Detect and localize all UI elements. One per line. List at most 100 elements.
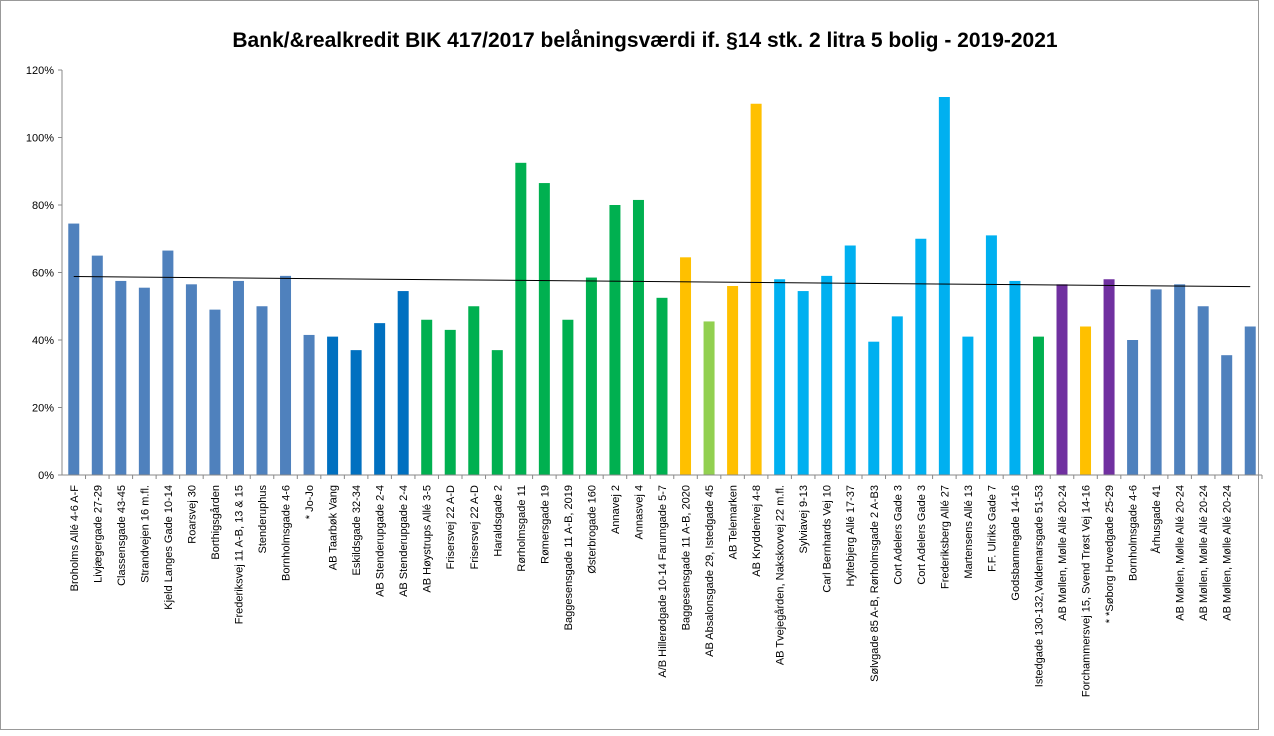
y-tick-label: 120% (26, 65, 54, 77)
x-tick-label: AB Møllen, Mølle Allé 20-24 (1222, 485, 1234, 621)
bar (515, 162, 527, 475)
bar (585, 277, 597, 475)
x-tick-label: Livjægergade 27-29 (92, 485, 104, 583)
bar (609, 205, 621, 475)
x-tick-label: Frisersvej 22 A-D (469, 485, 481, 569)
bar (1150, 289, 1162, 475)
x-tick-label: AB Taarbøk Vang (328, 485, 340, 570)
x-tick-label: AB Krydderivej 4-8 (751, 485, 763, 577)
x-tick-label: Borthigsgården (210, 485, 222, 560)
bar (444, 329, 456, 475)
bar (962, 336, 974, 475)
x-tick-label: Classensgade 43-45 (116, 485, 128, 586)
x-tick-label: Broholms Allé 4-6 A-F (69, 485, 81, 592)
bar (915, 238, 927, 475)
bar (374, 323, 386, 475)
x-tick-label: * Jo-Jo (304, 485, 316, 519)
bar (91, 255, 103, 475)
x-tick-label: Frederiksberg Allé 27 (939, 485, 951, 589)
bar (397, 291, 409, 475)
bar (868, 341, 880, 475)
x-tick-label: Martensens Allé 13 (963, 485, 975, 579)
x-tick-label: Sylviavej 9-13 (798, 485, 810, 553)
bar (256, 306, 268, 475)
x-tick-label: AB Møllen, Mølle Allé 20-24 (1198, 485, 1210, 621)
x-tick-label: Cort Adelers Gade 3 (916, 485, 928, 585)
x-tick-label: Roarsvej 30 (186, 485, 198, 544)
bar (1080, 326, 1092, 475)
bar (891, 316, 903, 475)
bar (680, 257, 692, 475)
bar (327, 336, 339, 475)
x-tick-label: Strandvejen 16 m.fl. (139, 485, 151, 583)
x-tick-label: Rørholmsgade 11 (516, 485, 528, 572)
bar (138, 287, 150, 475)
y-tick-label: 60% (32, 268, 54, 280)
x-tick-label: Kjeld Langes Gade 10-14 (163, 485, 175, 610)
x-tick-label: Rømersgade 19 (539, 485, 551, 564)
x-tick-label: Bornholmsgade 4-6 (281, 485, 293, 581)
bar (162, 250, 174, 475)
bar (750, 103, 762, 475)
bar (774, 279, 786, 475)
bar (562, 319, 574, 475)
bar (1221, 355, 1233, 475)
x-tick-label: Carl Bernhards Vej 10 (822, 485, 834, 593)
x-tick-label: F.F. Ulriks Gade 7 (986, 485, 998, 572)
bar (209, 309, 221, 475)
bar (538, 183, 550, 475)
bar (280, 275, 292, 475)
x-tick-label: Stenderuphus (257, 485, 269, 554)
bar (491, 350, 503, 475)
x-tick-label: AB Høystrups Allé 3-5 (422, 485, 434, 593)
x-tick-label: Frisersvej 22 A-D (445, 485, 457, 569)
bar (656, 297, 668, 475)
bar (727, 286, 739, 475)
bar (303, 334, 315, 475)
bar (985, 235, 997, 475)
x-tick-label: AB Tvejegården, Nakskovvej 22 m.fl. (775, 485, 787, 665)
trendline (73, 276, 1251, 288)
x-tick-label: Godsbanmegade 14-16 (1010, 485, 1022, 601)
bar (938, 97, 950, 475)
x-tick-label: Baggesensgade 11 A-B, 2020 (681, 485, 693, 630)
x-tick-label: Istedgade 130-132,Valdemarsgade 51-53 (1033, 485, 1045, 687)
bar (632, 199, 644, 475)
bar (350, 350, 362, 475)
x-tick-label: AB Stenderupgade 2-4 (398, 485, 410, 597)
x-tick-label: AB Absalonsgade 29, Istedgade 45 (704, 485, 716, 657)
bar (1056, 284, 1068, 475)
x-tick-label: Annavej 2 (610, 485, 622, 534)
bar (1197, 306, 1209, 475)
bar (185, 284, 197, 475)
x-tick-label: Eskildsgade 32-34 (351, 485, 363, 576)
chart-title: Bank/&realkredit BIK 417/2017 belåningsv… (232, 29, 1058, 52)
x-tick-label: AB Møllen, Mølle Allé 20-24 (1175, 485, 1187, 621)
y-tick-label: 100% (26, 133, 54, 145)
bar (821, 275, 833, 475)
y-tick-label: 80% (32, 200, 54, 212)
x-tick-label: Baggesensgade 11 A-B, 2019 (563, 485, 575, 630)
x-tick-label: Frederiksvej 11 A-B, 13 & 15 (233, 485, 245, 624)
x-tick-label: Sølvgade 85 A-B, Rørholmsgade 2 A-B3 (869, 485, 881, 682)
y-tick-label: 20% (32, 403, 54, 415)
x-tick-label: Forchammersvej 15, Svend Trøst Vej 14-16 (1081, 485, 1093, 697)
x-tick-label: Bornholmsgade 4-6 (1128, 485, 1140, 581)
bar (1103, 279, 1115, 475)
bar (232, 280, 244, 475)
x-tick-label: Haraldsgade 2 (492, 485, 504, 557)
bar (844, 245, 856, 475)
x-tick-label: Annasvej 4 (633, 485, 645, 539)
bar (115, 280, 127, 475)
x-tick-label: Århusgade 41 (1150, 485, 1163, 554)
y-tick-label: 40% (32, 335, 54, 347)
bar (797, 291, 809, 475)
bar (421, 319, 433, 475)
x-tick-label: AB Telemarken (728, 485, 740, 559)
bar (468, 306, 480, 475)
bar (1032, 336, 1044, 475)
bar (68, 223, 80, 475)
x-tick-label: AB Møllen, Mølle Allé 20-24 (1057, 485, 1069, 621)
bar (1009, 280, 1021, 475)
